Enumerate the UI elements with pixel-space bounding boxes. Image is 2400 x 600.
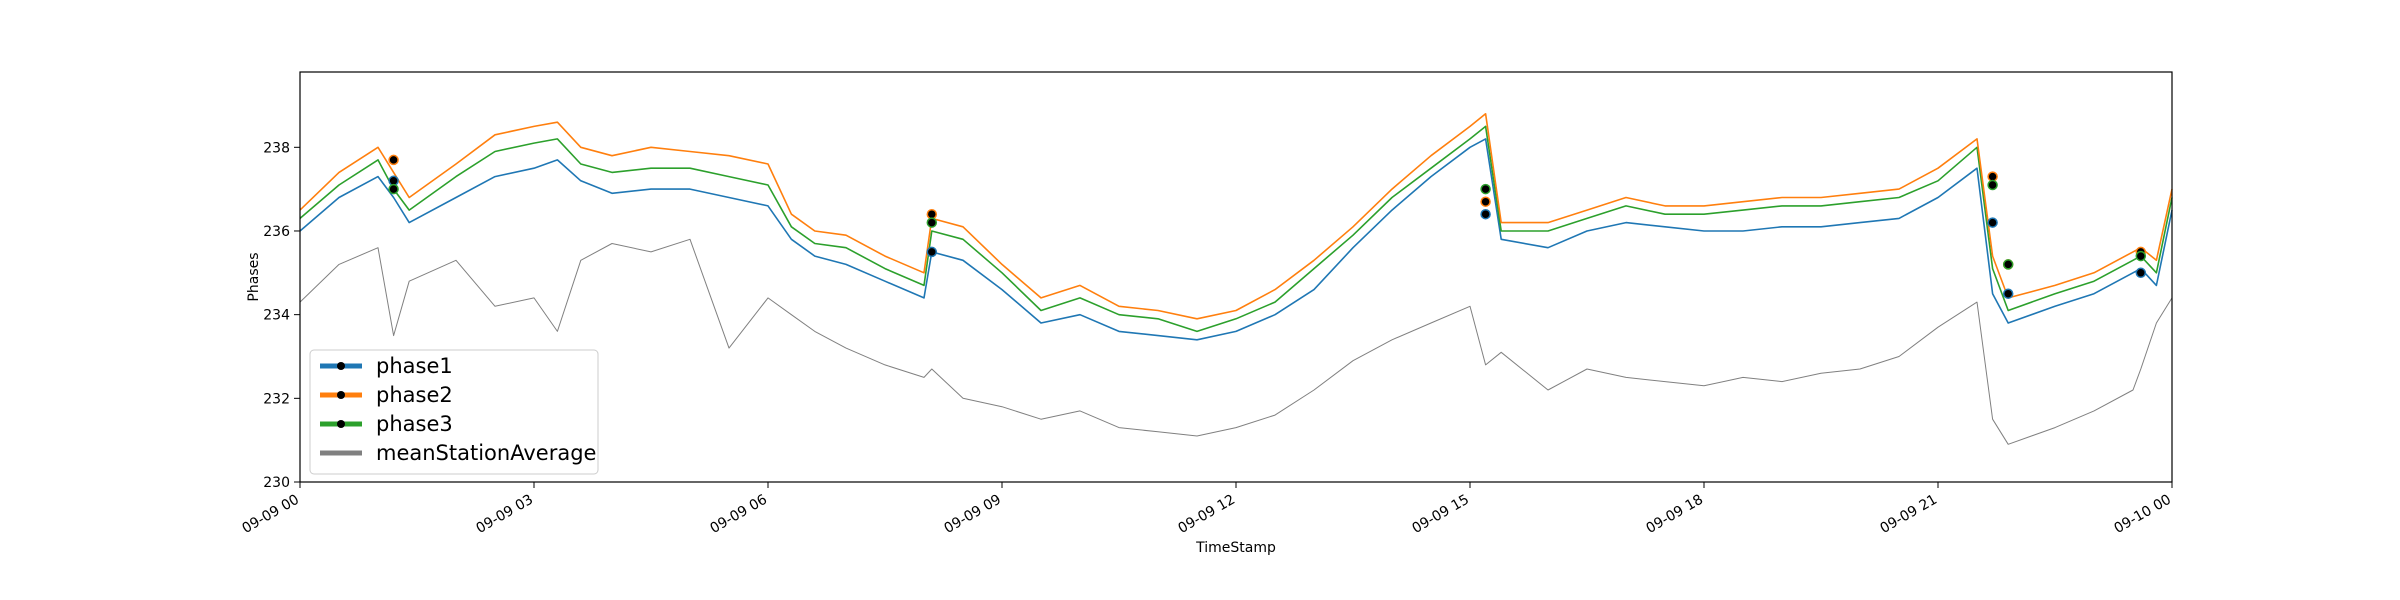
- legend-marker-phase3: [337, 420, 345, 428]
- y-axis: 230 232 234 236 238: [263, 140, 300, 491]
- marker-phase1-3: [1987, 217, 1998, 228]
- series-lines: [299, 113, 2173, 445]
- series-markers: [388, 154, 2147, 299]
- x-axis-title: TimeStamp: [1195, 540, 1276, 556]
- y-tick-label: 232: [263, 391, 290, 407]
- series-line-phase1: [299, 138, 2173, 341]
- legend-label-phase1: phase1: [376, 354, 453, 378]
- series-line-phase3: [299, 125, 2173, 333]
- marker-phase2-2: [1480, 196, 1491, 207]
- marker-phase1-4: [2002, 288, 2014, 299]
- legend-marker-phase1: [337, 362, 345, 370]
- y-tick-label: 230: [263, 475, 290, 491]
- marker-phase2-1: [926, 208, 938, 220]
- y-axis-title: Phases: [246, 252, 262, 301]
- legend: phase1 phase2 phase3 meanStationAverage: [309, 349, 599, 475]
- marker-phase3-5: [2135, 250, 2147, 262]
- marker-phase1-1: [926, 246, 938, 258]
- y-tick-label: 234: [263, 308, 290, 324]
- y-tick-label: 238: [263, 140, 290, 156]
- legend-label-phase2: phase2: [376, 383, 453, 407]
- marker-phase2-0: [388, 154, 399, 166]
- legend-box: [309, 349, 599, 475]
- marker-phase3-3: [1987, 179, 1998, 191]
- marker-phase3-1: [926, 217, 938, 228]
- legend-label-meanStationAverage: meanStationAverage: [376, 441, 596, 465]
- marker-phase3-4: [2002, 259, 2014, 270]
- y-tick-label: 236: [263, 224, 290, 240]
- marker-phase1-5: [2135, 267, 2147, 279]
- marker-phase3-2: [1480, 183, 1491, 195]
- legend-label-phase3: phase3: [376, 412, 453, 436]
- marker-phase3-0: [388, 183, 399, 195]
- series-line-phase2: [299, 113, 2173, 320]
- legend-marker-phase2: [337, 391, 345, 399]
- marker-phase1-2: [1480, 208, 1491, 220]
- series-line-meanStationAverage: [299, 238, 2173, 445]
